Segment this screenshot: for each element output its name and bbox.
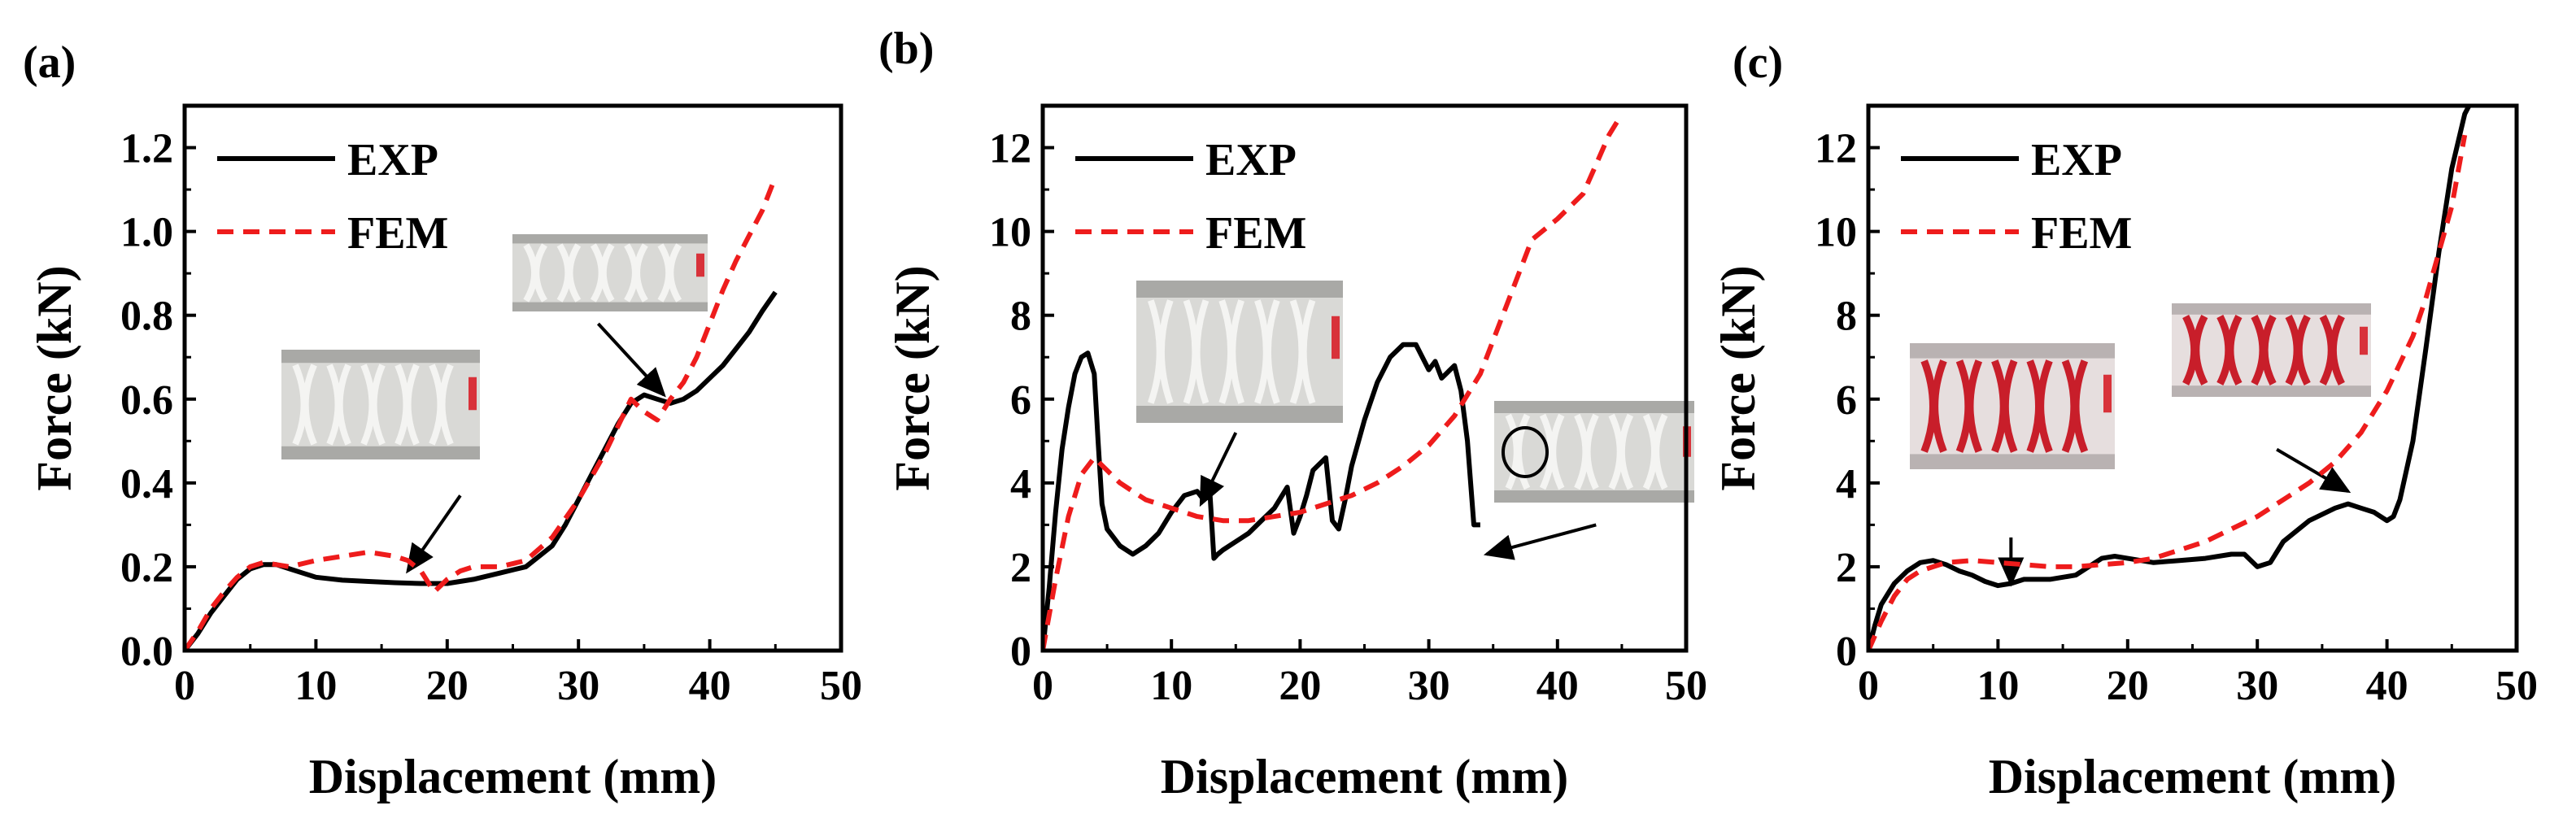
panel-label: (b)	[878, 24, 934, 74]
x-tick-label: 50	[820, 663, 862, 709]
y-tick-label: 12	[1815, 126, 1857, 172]
inset-photo	[2172, 303, 2371, 397]
panel-c: (c) 0 10 20 30 40 50 0 2 4 6 8 10 12 Displacement (mm)…	[1711, 37, 2538, 803]
annotation-arrow	[596, 322, 666, 398]
y-tick-label: 4	[1836, 461, 1857, 507]
annotation-arrow	[1483, 523, 1597, 560]
legend-label-exp: EXP	[2031, 135, 2122, 185]
x-tick-label: 20	[2107, 663, 2149, 709]
y-tick-label: 1.2	[120, 126, 173, 172]
annotation-arrow	[406, 494, 462, 574]
legend: EXP FEM	[217, 135, 448, 259]
x-tick-label: 40	[689, 663, 731, 709]
series-line-exp	[185, 290, 778, 651]
y-tick-label: 6	[1836, 377, 1857, 424]
x-tick-label: 20	[426, 663, 469, 709]
series-line-fem	[185, 176, 778, 651]
x-tick-label: 20	[1279, 663, 1321, 709]
x-tick-label: 10	[1150, 663, 1192, 709]
x-tick-label: 40	[2366, 663, 2408, 709]
y-tick-label: 0.0	[120, 629, 173, 675]
y-tick-label: 0.2	[120, 545, 173, 591]
inset-photo	[1494, 401, 1694, 503]
x-tick-label: 10	[1977, 663, 2019, 709]
inset-photo	[1910, 343, 2115, 469]
x-tick-label: 40	[1536, 663, 1579, 709]
y-tick-label: 0.6	[120, 377, 173, 424]
x-tick-label: 50	[2495, 663, 2538, 709]
y-tick-label: 8	[1010, 294, 1031, 340]
y-axis-title: Force (kN)	[28, 265, 81, 490]
inset-photo	[281, 350, 480, 459]
y-tick-label: 10	[989, 210, 1031, 256]
y-axis-title: Force (kN)	[886, 265, 939, 490]
y-tick-label: 1.0	[120, 210, 173, 256]
y-tick-label: 0	[1836, 629, 1857, 675]
x-tick-label: 30	[2236, 663, 2278, 709]
series-line-fem	[1043, 112, 1624, 651]
series-line-fem	[1868, 134, 2468, 651]
y-tick-label: 2	[1836, 545, 1857, 591]
panel-a: (a) 0 10 20 30 40 50 0.0 0.2 0.4 0.6 0.8 1.0 1.2 Displ…	[23, 37, 862, 803]
panel-b: (b) 0 10 20 30 40 50 0 2 4 6 8 10 12 Displacement (mm)…	[878, 24, 1707, 803]
inset-photo	[512, 234, 708, 311]
y-tick-label: 12	[989, 126, 1031, 172]
x-axis-title: Displacement (mm)	[309, 750, 717, 803]
x-tick-label: 50	[1665, 663, 1707, 709]
y-tick-label: 2	[1010, 545, 1031, 591]
y-tick-label: 0	[1010, 629, 1031, 675]
legend-label-exp: EXP	[347, 135, 438, 185]
legend: EXP FEM	[1901, 135, 2132, 259]
x-tick-label: 30	[557, 663, 599, 709]
legend-label-fem: FEM	[1205, 208, 1306, 259]
y-tick-label: 0.8	[120, 294, 173, 340]
inset-photo	[1136, 281, 1343, 423]
y-tick-label: 6	[1010, 377, 1031, 424]
series-line-exp	[1043, 342, 1480, 651]
x-tick-label: 10	[294, 663, 337, 709]
x-tick-label: 0	[1032, 663, 1053, 709]
x-tick-label: 30	[1408, 663, 1450, 709]
y-tick-label: 8	[1836, 294, 1857, 340]
legend-label-fem: FEM	[2031, 208, 2132, 259]
annotation-arrow	[2276, 447, 2352, 494]
y-tick-label: 0.4	[120, 461, 173, 507]
y-tick-label: 4	[1010, 461, 1031, 507]
annotation-arrow	[1199, 432, 1238, 507]
x-axis-title: Displacement (mm)	[1161, 750, 1569, 803]
x-axis-title: Displacement (mm)	[1989, 750, 2397, 803]
panel-label: (c)	[1733, 37, 1783, 88]
y-axis-title: Force (kN)	[1711, 265, 1765, 490]
y-tick-label: 10	[1815, 210, 1857, 256]
x-tick-label: 0	[174, 663, 195, 709]
panel-label: (a)	[23, 37, 76, 88]
highlight-circle	[1502, 426, 1549, 478]
legend: EXP FEM	[1075, 135, 1306, 259]
legend-label-fem: FEM	[347, 208, 448, 259]
x-tick-label: 0	[1858, 663, 1879, 709]
legend-label-exp: EXP	[1205, 135, 1297, 185]
